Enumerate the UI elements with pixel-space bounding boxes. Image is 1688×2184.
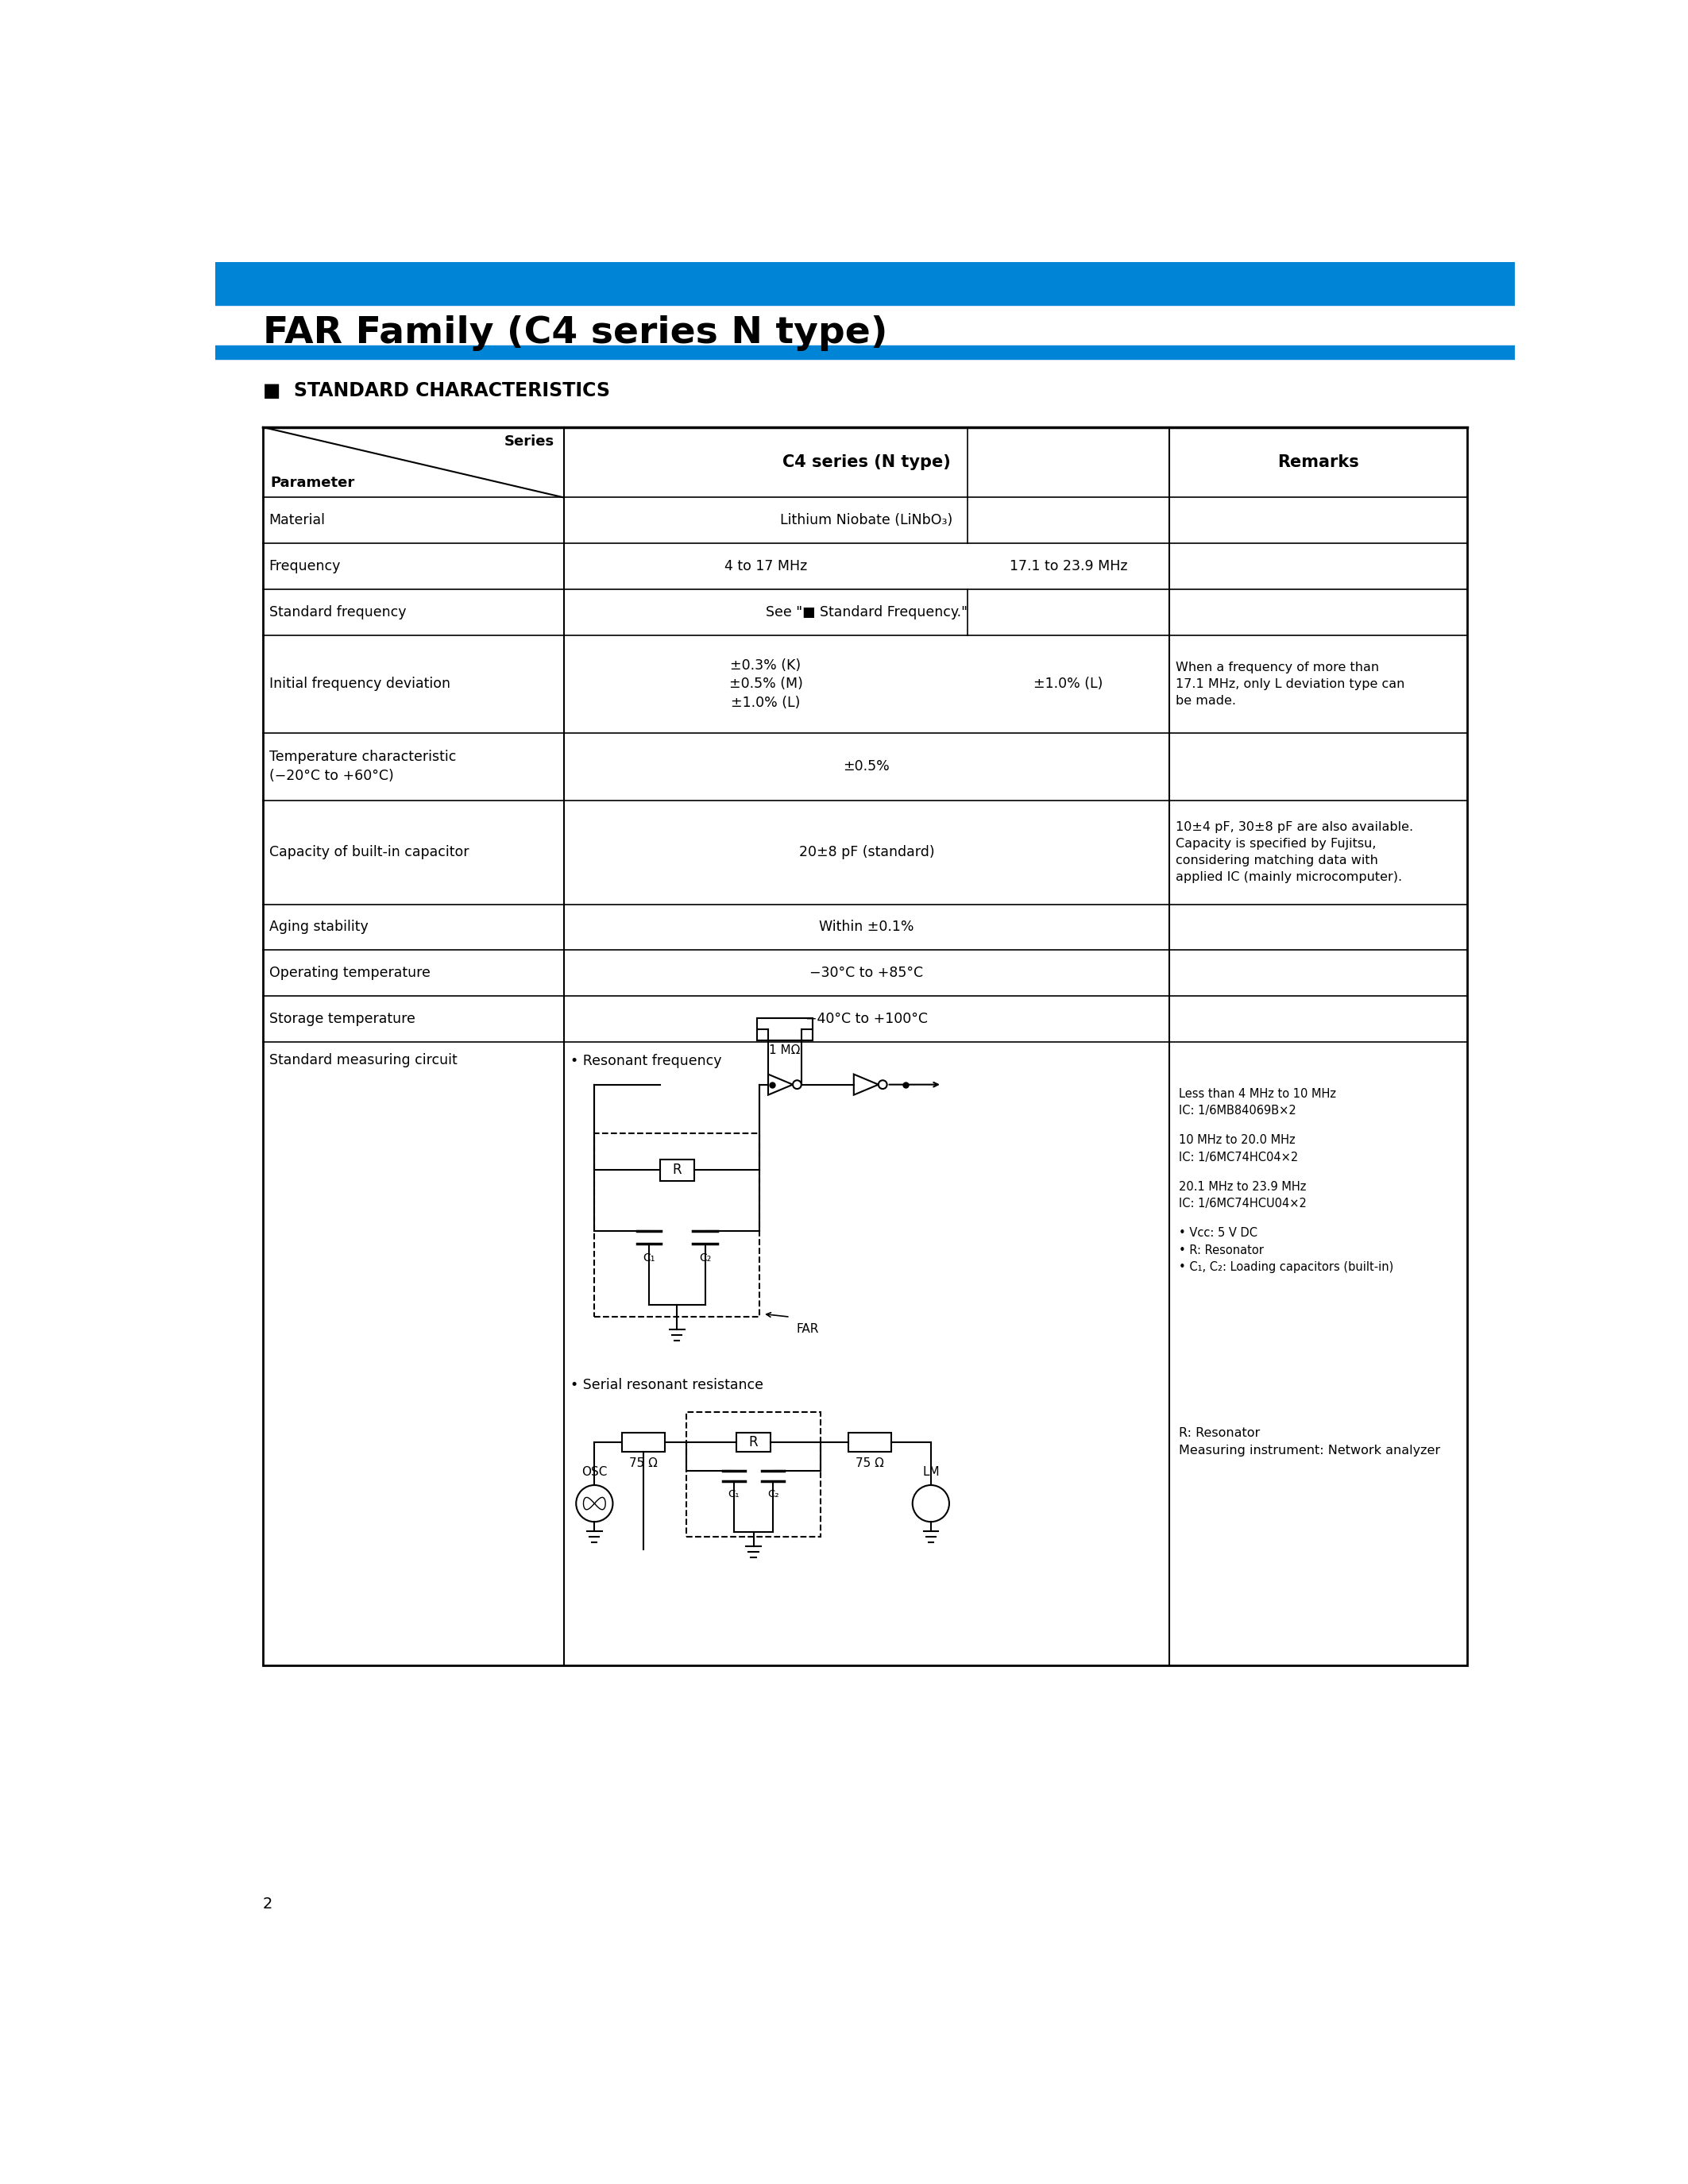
Text: ±0.5%: ±0.5% <box>844 760 890 773</box>
Text: See "■ Standard Frequency.": See "■ Standard Frequency." <box>766 605 967 620</box>
Text: • Resonant frequency: • Resonant frequency <box>571 1055 721 1068</box>
Text: LM: LM <box>922 1465 940 1479</box>
Text: R: R <box>672 1164 682 1177</box>
Text: 2: 2 <box>263 1898 273 1911</box>
Text: Frequency: Frequency <box>268 559 341 574</box>
Text: 10 MHz to 20.0 MHz: 10 MHz to 20.0 MHz <box>1178 1133 1295 1147</box>
Text: Operating temperature: Operating temperature <box>268 965 430 981</box>
Text: C₂: C₂ <box>699 1251 711 1262</box>
Text: 1 MΩ: 1 MΩ <box>770 1044 800 1057</box>
Text: When a frequency of more than
17.1 MHz, only L deviation type can
be made.: When a frequency of more than 17.1 MHz, … <box>1175 662 1404 708</box>
Text: R: R <box>749 1435 758 1450</box>
Bar <box>621 1433 665 1452</box>
Text: • R: Resonator: • R: Resonator <box>1178 1245 1263 1256</box>
Text: IC: 1/6MC74HCU04×2: IC: 1/6MC74HCU04×2 <box>1178 1197 1307 1210</box>
Text: OSC: OSC <box>582 1465 608 1479</box>
Text: Material: Material <box>268 513 326 529</box>
Text: • C₁, C₂: Loading capacitors (built-in): • C₁, C₂: Loading capacitors (built-in) <box>1178 1262 1393 1273</box>
Text: C₂: C₂ <box>768 1489 778 1498</box>
Bar <box>216 262 1516 306</box>
Text: FAR Family (C4 series N type): FAR Family (C4 series N type) <box>263 314 888 352</box>
Bar <box>758 1018 812 1040</box>
Text: Remarks: Remarks <box>1278 454 1359 470</box>
Text: 10±4 pF, 30±8 pF are also available.
Capacity is specified by Fujitsu,
consideri: 10±4 pF, 30±8 pF are also available. Cap… <box>1175 821 1413 882</box>
Text: −30°C to +85°C: −30°C to +85°C <box>810 965 923 981</box>
Text: • Serial resonant resistance: • Serial resonant resistance <box>571 1378 763 1393</box>
Bar <box>849 1433 891 1452</box>
Text: Parameter: Parameter <box>270 476 354 489</box>
Text: −40°C to +100°C: −40°C to +100°C <box>805 1011 928 1026</box>
Bar <box>736 1433 771 1452</box>
Text: FAR: FAR <box>797 1324 819 1334</box>
Text: Initial frequency deviation: Initial frequency deviation <box>268 677 451 690</box>
Text: IC: 1/6MB84069B×2: IC: 1/6MB84069B×2 <box>1178 1105 1296 1116</box>
Text: Aging stability: Aging stability <box>268 919 368 935</box>
Text: Capacity of built-in capacitor: Capacity of built-in capacitor <box>268 845 469 858</box>
Text: Less than 4 MHz to 10 MHz: Less than 4 MHz to 10 MHz <box>1178 1088 1335 1099</box>
Bar <box>660 1160 694 1182</box>
Text: Lithium Niobate (LiNbO₃): Lithium Niobate (LiNbO₃) <box>780 513 954 529</box>
Text: • Vcc: 5 V DC: • Vcc: 5 V DC <box>1178 1227 1258 1238</box>
Text: 75 Ω: 75 Ω <box>856 1457 885 1470</box>
Text: Series: Series <box>505 435 555 450</box>
Text: C4 series (N type): C4 series (N type) <box>783 454 950 470</box>
Text: 75 Ω: 75 Ω <box>630 1457 658 1470</box>
Text: ±0.3% (K)
±0.5% (M)
±1.0% (L): ±0.3% (K) ±0.5% (M) ±1.0% (L) <box>729 657 802 710</box>
Text: 20±8 pF (standard): 20±8 pF (standard) <box>798 845 935 858</box>
Bar <box>594 1133 760 1317</box>
Text: Within ±0.1%: Within ±0.1% <box>819 919 915 935</box>
Text: IC: 1/6MC74HC04×2: IC: 1/6MC74HC04×2 <box>1178 1151 1298 1164</box>
Bar <box>263 428 1467 1666</box>
Text: ±1.0% (L): ±1.0% (L) <box>1033 677 1104 690</box>
Bar <box>687 1411 820 1538</box>
Text: C₁: C₁ <box>728 1489 739 1498</box>
Text: Storage temperature: Storage temperature <box>268 1011 415 1026</box>
Text: Standard frequency: Standard frequency <box>268 605 407 620</box>
Bar <box>216 345 1516 358</box>
Text: C₁: C₁ <box>643 1251 655 1262</box>
Text: 17.1 to 23.9 MHz: 17.1 to 23.9 MHz <box>1009 559 1128 574</box>
Text: 4 to 17 MHz: 4 to 17 MHz <box>724 559 807 574</box>
Text: Standard measuring circuit: Standard measuring circuit <box>268 1053 457 1068</box>
Text: 20.1 MHz to 23.9 MHz: 20.1 MHz to 23.9 MHz <box>1178 1182 1307 1192</box>
Text: Temperature characteristic
(−20°C to +60°C): Temperature characteristic (−20°C to +60… <box>268 749 456 784</box>
Text: ■  STANDARD CHARACTERISTICS: ■ STANDARD CHARACTERISTICS <box>263 380 609 400</box>
Text: R: Resonator
Measuring instrument: Network analyzer: R: Resonator Measuring instrument: Netwo… <box>1178 1426 1440 1457</box>
